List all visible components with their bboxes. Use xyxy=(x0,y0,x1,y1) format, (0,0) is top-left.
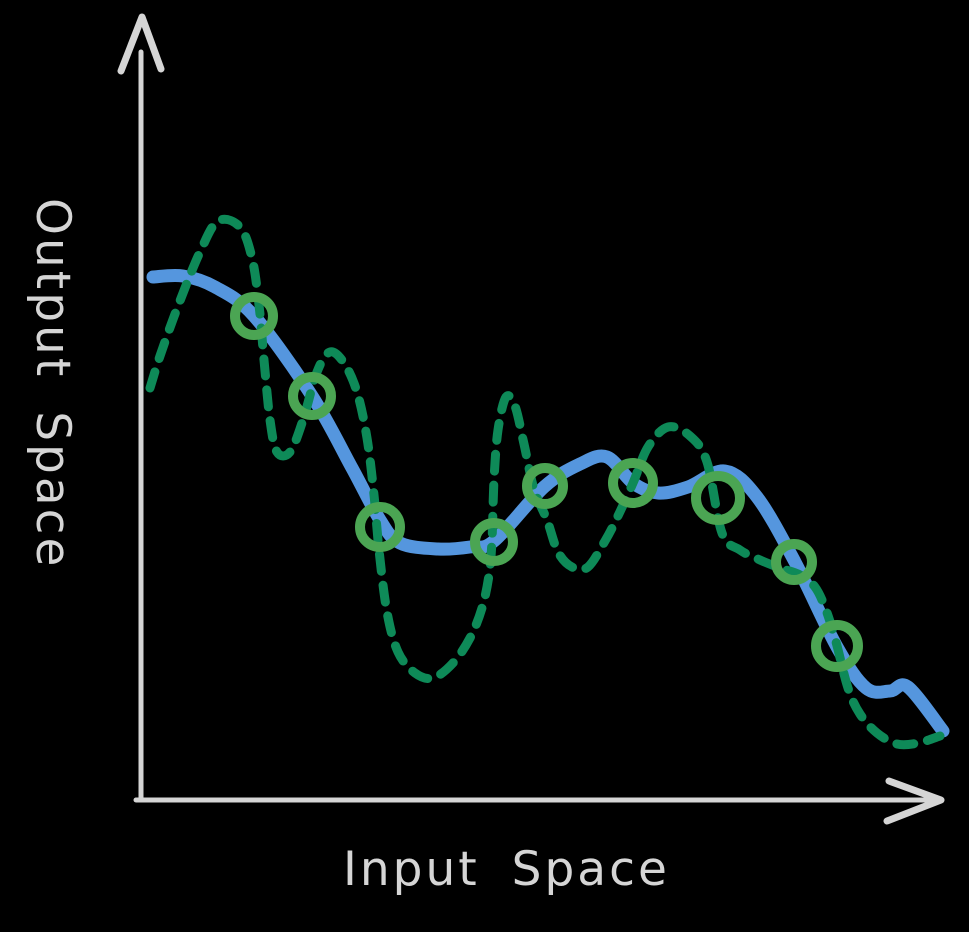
x-axis-arrowhead-icon xyxy=(883,777,945,825)
data-point-circle xyxy=(470,518,518,566)
data-point-circle xyxy=(691,471,745,525)
data-point-circle xyxy=(771,539,817,585)
true-function-dashed-curve xyxy=(145,214,945,750)
y-axis-arrowhead-icon xyxy=(117,13,165,75)
data-point-circle xyxy=(355,502,405,552)
data-point-circle xyxy=(608,458,658,508)
data-point-circle xyxy=(230,292,278,340)
y-axis-label: Output Space xyxy=(25,198,80,570)
data-point-circle xyxy=(522,463,568,509)
x-axis-label: Input Space xyxy=(343,842,670,897)
data-point-circle xyxy=(811,620,863,672)
data-point-circle xyxy=(288,372,336,420)
